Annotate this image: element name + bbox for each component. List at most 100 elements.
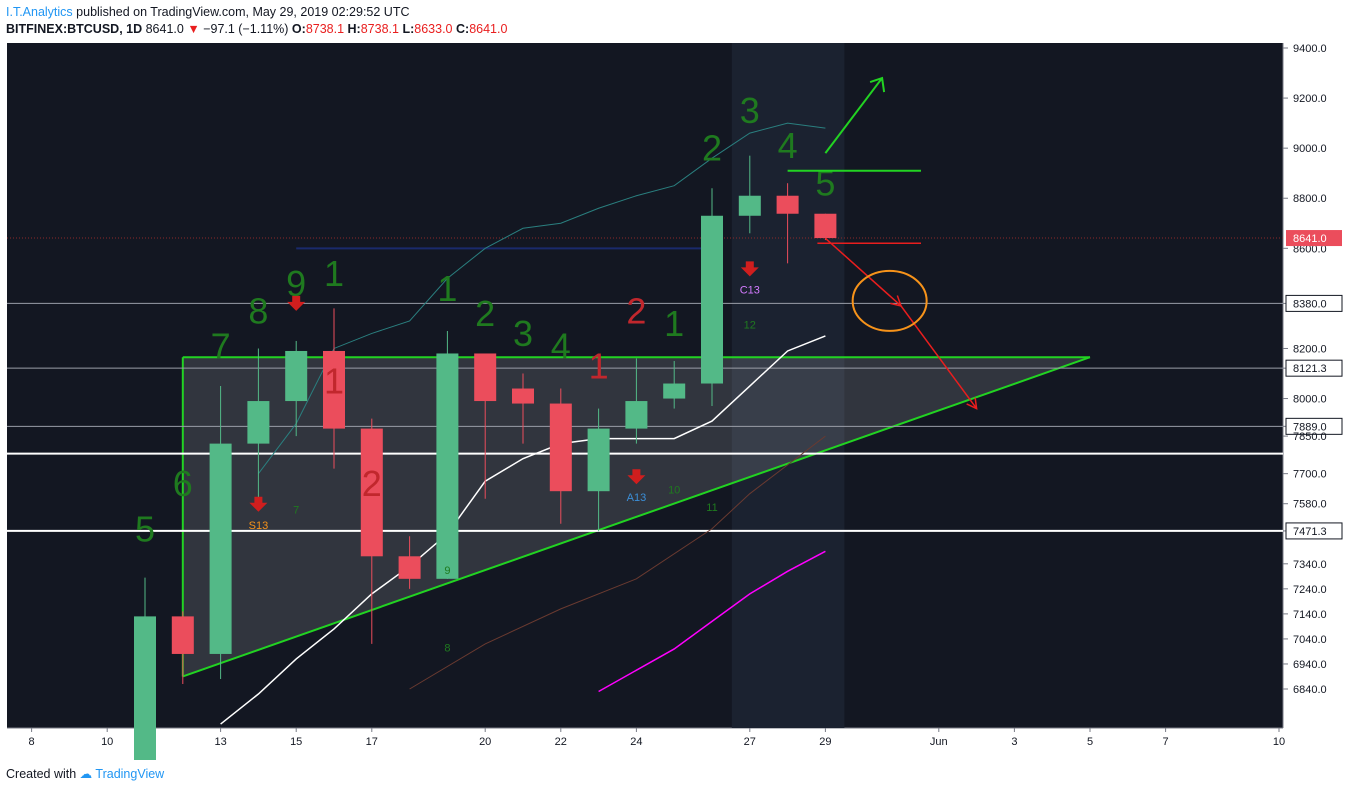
price-tick-label: 7240.0 [1293,584,1327,596]
triangle-support-line[interactable] [182,356,1091,678]
td-count-label: 2 [362,463,382,504]
open-value: 8738.1 [305,22,345,36]
price-tick-label: 7471.3 [1293,526,1327,538]
candle-body[interactable] [360,428,383,557]
signal-label: C13 [740,284,760,296]
candle-body[interactable] [814,213,837,239]
price-axis-panel[interactable] [1283,43,1348,748]
small-count-label: 10 [668,485,680,497]
author-name[interactable]: I.T.Analytics [6,5,73,19]
down-arrow-icon [249,496,268,512]
price-label-box [1285,359,1343,377]
down-arrow-icon [740,261,759,277]
time-tick-label: 3 [1011,736,1017,748]
price-tick-label: 7700.0 [1293,469,1327,481]
small-count-label: 7 [293,505,299,517]
time-tick-label: 17 [366,736,378,748]
candle-body[interactable] [701,215,723,384]
candle-body[interactable] [663,383,686,399]
candle-body[interactable] [587,428,610,492]
td-count-label: 9 [286,263,306,304]
td-count-label: 4 [778,125,798,166]
time-tick-label: 27 [744,736,756,748]
moving-average-line [220,335,826,725]
footer: Created with ☁ TradingView [6,766,164,781]
arrow-head-icon [966,397,978,410]
candle-body[interactable] [209,443,232,654]
low-label: L: [402,22,415,36]
publish-info: published on TradingView.com, May 29, 20… [76,5,410,19]
candle-body[interactable] [474,353,497,402]
time-tick-label: 8 [29,736,35,748]
candle-body[interactable] [171,616,194,654]
time-tick-label: 7 [1163,736,1169,748]
signal-label: S13 [249,520,269,532]
price-chart[interactable]: 9400.0 9200.0 9000.0 8800.0 8600.0 8380.0 8200… [0,40,1348,760]
current-price-label: 8641.0 [1293,233,1327,245]
td-count-label: 4 [551,325,571,366]
candle-body[interactable] [776,195,799,214]
bullish-arrow-line[interactable] [824,77,883,154]
price-label-box [1285,417,1343,435]
time-tick-label: 29 [819,736,831,748]
td-count-label: 1 [324,253,344,294]
arrow-head-icon [869,76,886,93]
price-tick-label: 6840.0 [1293,684,1327,696]
small-count-label: 9 [444,565,450,577]
td-count-label: 3 [740,90,760,131]
open-label: O: [291,22,306,36]
magenta-line [598,550,826,693]
time-tick-label: 10 [1273,736,1285,748]
price-tick-label: 8000.0 [1293,394,1327,406]
time-tick-label: 24 [630,736,642,748]
lower-band-line [409,435,826,690]
candle-body[interactable] [285,350,308,402]
time-axis-panel[interactable] [0,728,1283,748]
td-count-label: 6 [173,463,193,504]
candle-body[interactable] [398,556,421,579]
time-tick-label: Jun [930,736,948,748]
candle-body[interactable] [247,401,270,444]
tradingview-link[interactable]: TradingView [95,767,165,781]
small-count-label: 11 [706,502,717,514]
time-tick-label: 15 [290,736,302,748]
close-value: 8641.0 [469,22,508,36]
down-arrow-icon [287,295,306,311]
time-tick-label: 5 [1087,736,1093,748]
candle-body[interactable] [323,350,345,429]
small-count-label: 12 [744,319,756,331]
created-with-text: Created with [6,767,77,781]
candle-body[interactable] [436,353,459,579]
tradingview-logo-icon[interactable]: ☁ [79,767,93,781]
candle-body[interactable] [549,403,572,492]
candle-body[interactable] [738,195,761,216]
price-tick-label: 7340.0 [1293,559,1327,571]
arrow-head-icon [890,295,903,307]
td-count-label: 2 [626,290,646,331]
price-tick-label: 8600.0 [1293,243,1327,255]
price-tick-label: 7140.0 [1293,609,1327,621]
td-count-label: 2 [702,128,722,169]
last-price: 8641.0 [145,22,184,36]
high-label: H: [347,22,361,36]
time-tick-label: 20 [479,736,491,748]
td-count-label: 5 [135,508,155,549]
candle-body[interactable] [512,388,534,404]
high-value: 8738.1 [360,22,399,36]
price-tick-label: 8121.3 [1293,363,1327,375]
td-count-label: 2 [475,293,495,334]
price-tick-label: 9400.0 [1293,43,1327,55]
symbol-line: BITFINEX:BTCUSD, 1D 8641.0 ▼ −97.1 (−1.1… [6,22,507,36]
time-tick-label: 22 [555,736,567,748]
publish-line: I.T.Analytics published on TradingView.c… [6,5,409,19]
price-tick-label: 7889.0 [1293,421,1327,433]
highlight-circle[interactable] [851,269,928,332]
price-tick-label: 8800.0 [1293,193,1327,205]
candle-body[interactable] [134,616,156,760]
price-tick-label: 7850.0 [1293,431,1327,443]
td-count-label: 8 [248,290,268,331]
candle-body[interactable] [625,401,648,429]
down-arrow-icon [627,469,646,485]
td-count-label: 1 [589,346,609,387]
time-tick-label: 10 [101,736,113,748]
